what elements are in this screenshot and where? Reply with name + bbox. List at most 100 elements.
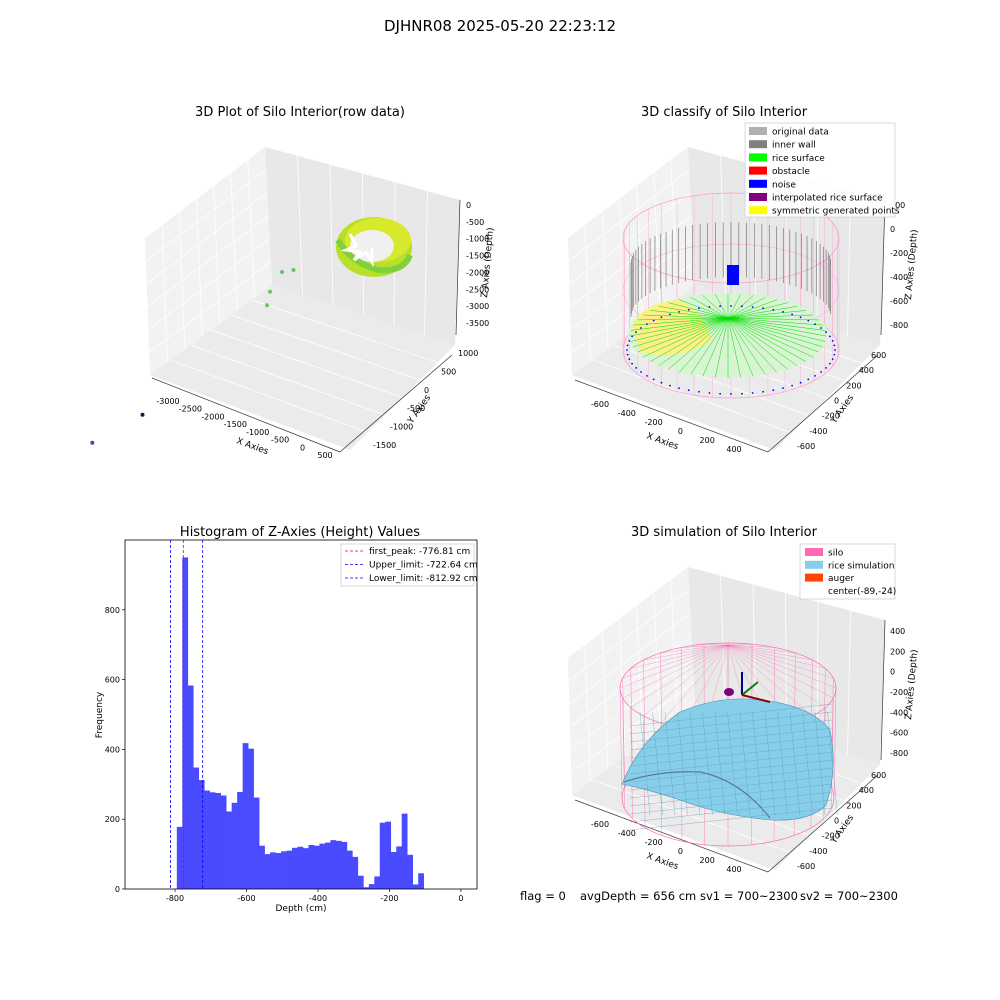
rice-mesh-line [752, 711, 763, 816]
rice-surface-ray [727, 317, 788, 370]
silo-roof-line [727, 644, 834, 699]
footer-status: flag = 0 avgDepth = 656 cm sv1 = 700~230… [520, 889, 898, 903]
legend-label: silo [828, 549, 844, 559]
noise-point [678, 387, 680, 389]
rice-surface-ray [702, 295, 729, 319]
rice-surface-ray [643, 314, 729, 319]
rice-surface-ray [727, 317, 823, 348]
raw-y-tick-label: -500 [407, 404, 425, 413]
gridline [210, 329, 403, 398]
legend-label: inner wall [772, 141, 816, 151]
cls-y-tick-label: -600 [797, 442, 815, 451]
raw-z-tick-label: -2000 [466, 268, 489, 277]
raw-outlier-point [291, 268, 296, 272]
rice-mesh-line [629, 719, 833, 743]
histogram-bar [302, 848, 309, 889]
cls-z-tick-label: -800 [890, 321, 908, 330]
histogram-bar [204, 790, 211, 889]
rice-mesh-line [629, 775, 833, 799]
noise-point [782, 311, 784, 313]
simulation-zlabel: Z Axies (Depth) [904, 649, 920, 720]
histogram-bar [357, 875, 364, 889]
noise-point [660, 381, 663, 384]
rice-surface-ray [727, 317, 827, 337]
noise-point [833, 353, 836, 356]
sim-x-tick-label: -400 [618, 829, 636, 838]
simulation-ylabel: Y Axies [829, 813, 857, 846]
noise-point [791, 384, 793, 387]
rice-surface-ray [727, 317, 813, 358]
gridline [571, 261, 695, 353]
silo-roof-line [643, 644, 729, 661]
y-tick-label: 600 [105, 676, 120, 685]
rice-mesh-line [629, 783, 833, 807]
y-tick-label: 400 [105, 745, 120, 754]
noise-point [640, 371, 642, 373]
rice-surface-ray [629, 317, 729, 337]
rice-mesh-line [789, 711, 801, 816]
rice-surface-ray [633, 317, 729, 326]
rice-mesh-line [827, 711, 838, 816]
legend-label: first_peak: -776.81 cm [369, 547, 470, 557]
sim-x-tick-label: 200 [700, 856, 715, 865]
x-tick-label: -800 [166, 894, 184, 903]
raw-outlier-point [280, 270, 284, 274]
legend-label: center(-89,-24) [828, 587, 896, 597]
x-tick-label: -200 [380, 894, 398, 903]
silo-roof-line [630, 644, 729, 708]
histogram-bar [242, 743, 249, 889]
raw-outlier-point [140, 412, 145, 417]
silo-roof-line [660, 644, 729, 724]
noise-point [628, 340, 631, 342]
histogram-bar [215, 793, 222, 889]
noise-point [831, 358, 834, 360]
legend-swatch [749, 140, 767, 149]
cls-y-tick-label: 200 [846, 381, 861, 390]
silo-wire-line [833, 687, 837, 799]
gridline [569, 612, 691, 704]
histogram-bar [346, 850, 353, 889]
histogram-bar [237, 791, 243, 889]
legend-swatch [805, 548, 823, 556]
rice-surface-ray [630, 317, 729, 331]
rice-mesh-line [814, 711, 826, 816]
silo-roof-line [727, 644, 813, 717]
gridline [147, 215, 269, 307]
rice-surface-ray [727, 317, 742, 378]
gridline [297, 155, 303, 296]
simulation-rice-surface [621, 698, 838, 831]
classify-legend: original data inner wall rice surface obsta… [744, 122, 900, 218]
silo-wire-line [630, 707, 633, 819]
rice-mesh-line [639, 711, 651, 816]
histogram-bar [379, 822, 386, 889]
x-tick-label: -400 [309, 894, 327, 903]
raw-x-tick-label: -1500 [224, 420, 247, 429]
gridline [146, 192, 268, 284]
sim-y-tick-label: 0 [834, 817, 839, 826]
noise-point [829, 335, 831, 338]
noise-point [628, 358, 631, 360]
gridline [568, 589, 690, 682]
rice-mesh-line [629, 759, 833, 783]
noise-point [782, 387, 784, 389]
silo-roof-line [703, 643, 729, 646]
noise-point [678, 311, 680, 313]
legend-swatch [749, 153, 767, 162]
gridline [571, 658, 693, 750]
silo-roof-line [727, 644, 826, 708]
rice-surface-ray [727, 317, 819, 321]
cls-z-tick-label: -200 [890, 249, 908, 258]
raw-outlier-point [268, 289, 272, 294]
histogram-frame [124, 539, 478, 890]
histogram-bar [209, 792, 216, 889]
legend-swatch [805, 573, 823, 582]
y-tick-label: 800 [105, 606, 120, 615]
classify-xlabel: X Axies [645, 431, 680, 452]
cls-x-tick-label: 400 [726, 445, 741, 454]
noise-point [730, 393, 732, 395]
cls-z-tick-label: -600 [890, 297, 908, 306]
noise-point [751, 306, 754, 308]
legend-swatch [749, 179, 767, 188]
noise-point [719, 392, 721, 395]
noise-point [799, 381, 802, 384]
